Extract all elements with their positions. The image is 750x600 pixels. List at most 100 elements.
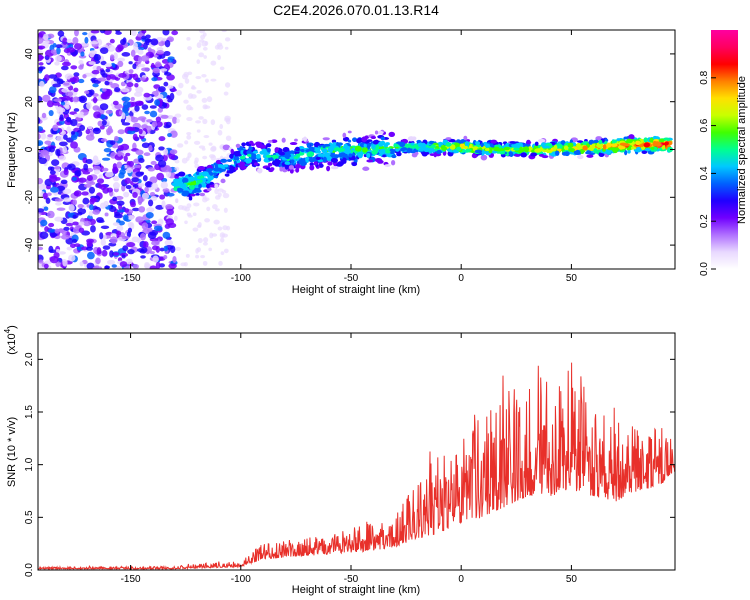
spectrogram-cell (78, 177, 87, 183)
y-tick-label: 1.0 (24, 457, 35, 471)
snr-scale-label: (x10 (6, 333, 18, 354)
spectrogram-cell (515, 142, 523, 146)
spectrogram-cell (198, 116, 204, 120)
spectrogram-cell (96, 247, 102, 255)
spectrogram-cell (221, 30, 228, 33)
spectrogram-cell (91, 69, 100, 75)
spectrogram-cell (148, 199, 154, 207)
spectrogram-cell (104, 171, 114, 178)
spectrogram-cell (240, 155, 246, 160)
spectrogram-cell (137, 63, 146, 68)
spectrogram-cell (241, 142, 246, 147)
y-tick-label: 20 (24, 96, 35, 108)
spectrogram-cell (103, 147, 112, 153)
spectrogram-cell (520, 152, 527, 158)
spectrogram-cell (330, 166, 339, 170)
spectrogram-cell (429, 140, 434, 145)
spectrogram-cell (167, 133, 172, 138)
spectrogram-cell (342, 132, 347, 138)
spectrogram-cell (93, 111, 101, 119)
spectrogram-cell (347, 130, 352, 134)
spectrogram-cell (82, 197, 90, 205)
spectrogram-cell (158, 136, 166, 142)
spectrogram-cell (336, 163, 343, 167)
spectrogram-cell (213, 219, 220, 225)
spectrogram-cell (167, 84, 174, 89)
colorbar-label: Normalized spectral amplitude (736, 76, 748, 224)
spectrogram-cell (327, 161, 333, 166)
colorbar: 0.0 0.2 0.4 0.6 0.8 Normalized spectral ampl… (699, 30, 748, 276)
spectrogram-cell (378, 141, 384, 147)
spectrogram-cell (395, 147, 400, 152)
spectrogram-cell (128, 61, 133, 65)
spectrogram-cell (178, 177, 183, 182)
spectrogram-cell (214, 208, 220, 212)
spectrogram-cell (207, 177, 213, 182)
spectrogram-cell (652, 140, 658, 147)
spectrogram-cell (197, 166, 206, 171)
spectrogram-cell (308, 158, 315, 163)
spectrogram-cell (253, 162, 259, 166)
spectrogram-cell (86, 101, 92, 110)
spectrogram-cell (119, 261, 128, 268)
spectrogram-cell (149, 176, 158, 184)
spectrogram-cell (233, 156, 240, 161)
spectrogram-cell (157, 160, 167, 168)
spectrogram-cell (289, 150, 295, 155)
spectrogram-cell (271, 154, 279, 159)
spectrogram-cell (421, 151, 428, 157)
spectrogram-cell (141, 142, 150, 149)
spectrogram-cell (267, 162, 273, 167)
spectrogram-cell (352, 137, 358, 143)
spectrogram-cell (197, 221, 202, 228)
spectrogram-cell (60, 101, 66, 106)
spectrogram-cell (206, 183, 211, 189)
spectrogram-cell (123, 101, 131, 109)
spectrogram-cell (198, 145, 206, 149)
spectrogram-cell (220, 158, 228, 163)
spectrogram-cell (151, 240, 160, 246)
spectrogram-cell (175, 198, 179, 204)
spectrogram-cell (167, 58, 174, 63)
spectrogram-cell (155, 261, 161, 269)
spectrogram-cell (284, 164, 289, 170)
spectrogram-cell (112, 175, 120, 182)
spectrogram-cell (131, 30, 137, 37)
spectrogram-cell (296, 163, 301, 169)
spectrogram-cell (150, 38, 159, 46)
spectrogram-cell (332, 154, 340, 159)
spectrogram-cell (593, 139, 599, 144)
spectrogram-cell (389, 148, 395, 155)
spectrogram-cell (88, 210, 93, 217)
spectrogram-cell (641, 150, 648, 154)
spectrogram-cell (128, 160, 135, 167)
spectrogram-cell (38, 126, 44, 132)
spectrogram-cell (38, 66, 44, 72)
spectrogram-cell (183, 261, 188, 267)
spectrogram-cell (187, 214, 193, 218)
spectrogram-cell (102, 157, 111, 161)
spectrogram-cell (117, 129, 125, 135)
spectrogram-cell (39, 80, 45, 88)
spectrogram-cell (307, 151, 315, 158)
spectrogram-cell (53, 98, 63, 102)
spectrogram-cell (56, 207, 66, 211)
spectrogram-cell (445, 142, 452, 147)
spectrogram-cell (99, 47, 109, 55)
spectrogram-cell (68, 204, 75, 212)
spectrogram-cell (294, 138, 298, 142)
snr-panel: -150 -100 -50 0 50 0.0 0.5 1.0 1.5 2.0 Height of … (3, 325, 676, 596)
spectrogram-cell (366, 143, 371, 148)
spectrogram-cell (79, 124, 86, 132)
spectrogram-cell (169, 149, 178, 155)
spectrogram-cell (118, 73, 127, 78)
spectrogram-cell (626, 147, 631, 151)
spectrogram-cell (219, 66, 225, 71)
spectrogram-cell (464, 141, 470, 146)
spectrogram-cell (166, 74, 175, 81)
spectrogram-cell (104, 212, 109, 217)
spectrogram-cell (224, 117, 231, 123)
spectrogram-cell (196, 59, 201, 65)
snr-ylabel: SNR (10 * v/v) (6, 417, 18, 487)
spectrogram-cell (414, 152, 419, 155)
